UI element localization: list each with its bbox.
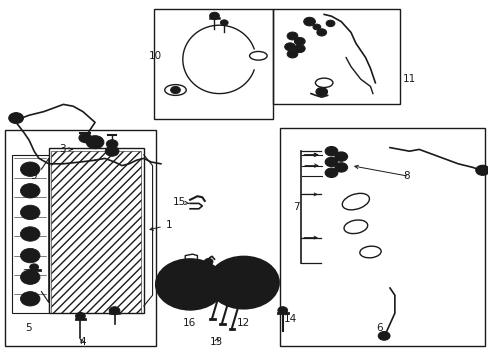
Circle shape — [165, 266, 214, 302]
Circle shape — [24, 208, 36, 217]
Circle shape — [20, 270, 40, 284]
Bar — [49, 148, 143, 313]
Circle shape — [315, 87, 327, 96]
Circle shape — [24, 251, 36, 260]
Circle shape — [20, 227, 40, 241]
Circle shape — [337, 154, 344, 159]
Circle shape — [254, 298, 262, 304]
Circle shape — [208, 257, 278, 309]
Circle shape — [24, 186, 36, 195]
Text: 11: 11 — [402, 74, 415, 84]
Circle shape — [217, 263, 270, 302]
Text: 10: 10 — [148, 51, 161, 61]
Circle shape — [268, 280, 276, 285]
Circle shape — [327, 159, 334, 165]
Circle shape — [184, 280, 196, 289]
Bar — [5, 130, 156, 346]
Circle shape — [24, 165, 36, 174]
Circle shape — [325, 147, 337, 156]
Ellipse shape — [315, 78, 332, 87]
Ellipse shape — [359, 246, 380, 258]
Circle shape — [20, 184, 40, 198]
Text: 15: 15 — [173, 197, 189, 207]
Text: 14: 14 — [283, 314, 296, 324]
Circle shape — [325, 157, 337, 167]
Text: 4: 4 — [79, 337, 85, 347]
Text: 2: 2 — [22, 269, 29, 279]
Circle shape — [337, 165, 344, 170]
Bar — [153, 9, 272, 119]
Circle shape — [109, 307, 120, 315]
Circle shape — [20, 162, 40, 176]
Text: 8: 8 — [403, 171, 409, 181]
Ellipse shape — [164, 85, 186, 95]
Circle shape — [475, 165, 488, 175]
Text: 6: 6 — [375, 323, 382, 333]
Circle shape — [210, 280, 218, 285]
Circle shape — [236, 277, 250, 288]
Ellipse shape — [249, 51, 266, 60]
Text: 9: 9 — [31, 171, 38, 181]
Circle shape — [86, 136, 103, 149]
Circle shape — [76, 312, 85, 320]
Circle shape — [325, 20, 334, 27]
Circle shape — [284, 43, 295, 51]
Circle shape — [228, 271, 259, 294]
Circle shape — [312, 24, 320, 30]
Circle shape — [20, 248, 40, 263]
Circle shape — [9, 113, 23, 123]
Circle shape — [225, 298, 233, 304]
Circle shape — [20, 292, 40, 306]
Text: 3: 3 — [60, 144, 72, 154]
Circle shape — [286, 32, 297, 40]
Circle shape — [204, 258, 213, 265]
Circle shape — [277, 307, 287, 314]
Circle shape — [20, 205, 40, 220]
Circle shape — [220, 20, 228, 26]
Text: 12: 12 — [237, 318, 250, 328]
Bar — [280, 128, 484, 346]
Circle shape — [294, 45, 305, 53]
Circle shape — [294, 37, 305, 45]
Circle shape — [24, 230, 36, 238]
Ellipse shape — [342, 193, 368, 210]
Text: 5: 5 — [25, 323, 32, 333]
Circle shape — [334, 163, 347, 172]
Circle shape — [90, 139, 100, 146]
Circle shape — [30, 264, 39, 270]
Circle shape — [209, 12, 219, 19]
Circle shape — [327, 170, 334, 175]
Circle shape — [378, 332, 389, 340]
Text: 13: 13 — [209, 337, 223, 347]
Circle shape — [334, 152, 347, 161]
Circle shape — [254, 261, 262, 267]
Text: 7: 7 — [292, 202, 299, 212]
Circle shape — [178, 275, 202, 293]
Text: 16: 16 — [182, 318, 195, 328]
Circle shape — [105, 146, 119, 156]
Circle shape — [79, 133, 91, 143]
Circle shape — [170, 86, 180, 94]
Circle shape — [24, 294, 36, 303]
Circle shape — [316, 29, 326, 36]
Circle shape — [24, 273, 36, 282]
Bar — [51, 151, 141, 313]
Circle shape — [286, 50, 297, 58]
Text: 1: 1 — [150, 220, 172, 230]
Circle shape — [225, 261, 233, 267]
Circle shape — [156, 259, 224, 310]
Circle shape — [325, 168, 337, 177]
Bar — [272, 9, 399, 104]
Circle shape — [106, 140, 118, 148]
Circle shape — [327, 149, 334, 154]
Ellipse shape — [344, 220, 367, 234]
Bar — [12, 155, 49, 313]
Circle shape — [303, 17, 315, 26]
